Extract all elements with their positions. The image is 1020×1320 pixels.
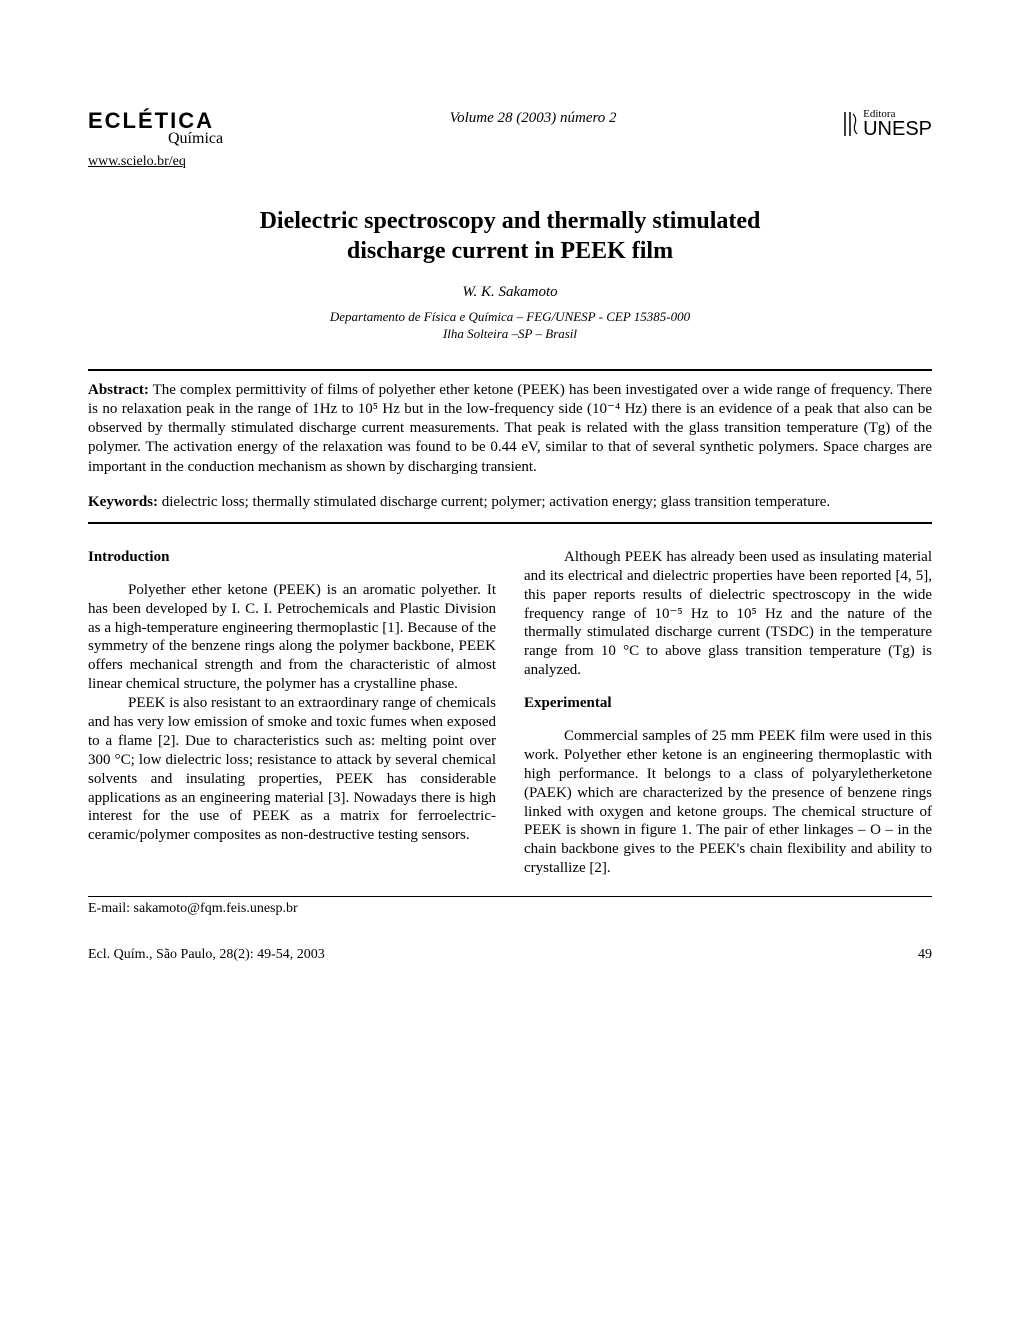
left-column: Introduction Polyether ether ketone (PEE…: [88, 548, 496, 878]
unesp-label: UNESP: [863, 120, 932, 138]
keywords-label: Keywords:: [88, 494, 158, 510]
citation: Ecl. Quím., São Paulo, 28(2): 49-54, 200…: [88, 947, 325, 963]
affiliation: Departamento de Física e Química – FEG/U…: [88, 309, 932, 343]
affiliation-line2: Ilha Solteira –SP – Brasil: [443, 326, 577, 341]
intro-heading: Introduction: [88, 548, 496, 567]
abstract-label: Abstract:: [88, 382, 149, 398]
keywords-block: Keywords: dielectric loss; thermally sti…: [88, 493, 932, 512]
volume-issue: Volume 28 (2003) número 2: [223, 110, 843, 127]
paper-title-line2: discharge current in PEEK film: [88, 236, 932, 266]
unesp-bars-icon: [843, 110, 861, 143]
title-block: Dielectric spectroscopy and thermally st…: [88, 206, 932, 343]
email-address[interactable]: sakamoto@fqm.feis.unesp.br: [134, 901, 298, 916]
publisher-logo: Editora UNESP: [843, 110, 932, 143]
abstract-text: The complex permittivity of films of pol…: [88, 382, 932, 475]
journal-logo-main: ECLÉTICA: [88, 110, 214, 132]
page-number: 49: [918, 947, 932, 963]
intro-p3: Although PEEK has already been used as i…: [524, 548, 932, 680]
body-columns: Introduction Polyether ether ketone (PEE…: [88, 548, 932, 878]
exp-p1: Commercial samples of 25 mm PEEK film we…: [524, 727, 932, 878]
page-footer: Ecl. Quím., São Paulo, 28(2): 49-54, 200…: [88, 947, 932, 963]
email-label: E-mail:: [88, 901, 134, 916]
abstract-block: Abstract: The complex permittivity of fi…: [88, 381, 932, 477]
affiliation-line1: Departamento de Física e Química – FEG/U…: [330, 309, 690, 324]
divider-bottom: [88, 522, 932, 524]
divider-top: [88, 369, 932, 371]
journal-url[interactable]: www.scielo.br/eq: [88, 154, 186, 170]
page: ECLÉTICA Química www.scielo.br/eq Volume…: [0, 0, 1020, 1023]
right-column: Although PEEK has already been used as i…: [524, 548, 932, 878]
header-row: ECLÉTICA Química www.scielo.br/eq Volume…: [88, 110, 932, 170]
paper-title-line1: Dielectric spectroscopy and thermally st…: [88, 206, 932, 236]
intro-p1: Polyether ether ketone (PEEK) is an arom…: [88, 581, 496, 694]
journal-logo-sub: Química: [168, 130, 223, 148]
intro-p2: PEEK is also resistant to an extraordina…: [88, 694, 496, 845]
author-name: W. K. Sakamoto: [88, 284, 932, 301]
journal-logo: ECLÉTICA Química www.scielo.br/eq: [88, 110, 223, 170]
footnote-divider: [88, 896, 932, 897]
experimental-heading: Experimental: [524, 694, 932, 713]
email-line: E-mail: sakamoto@fqm.feis.unesp.br: [88, 901, 932, 917]
keywords-text: dielectric loss; thermally stimulated di…: [158, 494, 830, 510]
